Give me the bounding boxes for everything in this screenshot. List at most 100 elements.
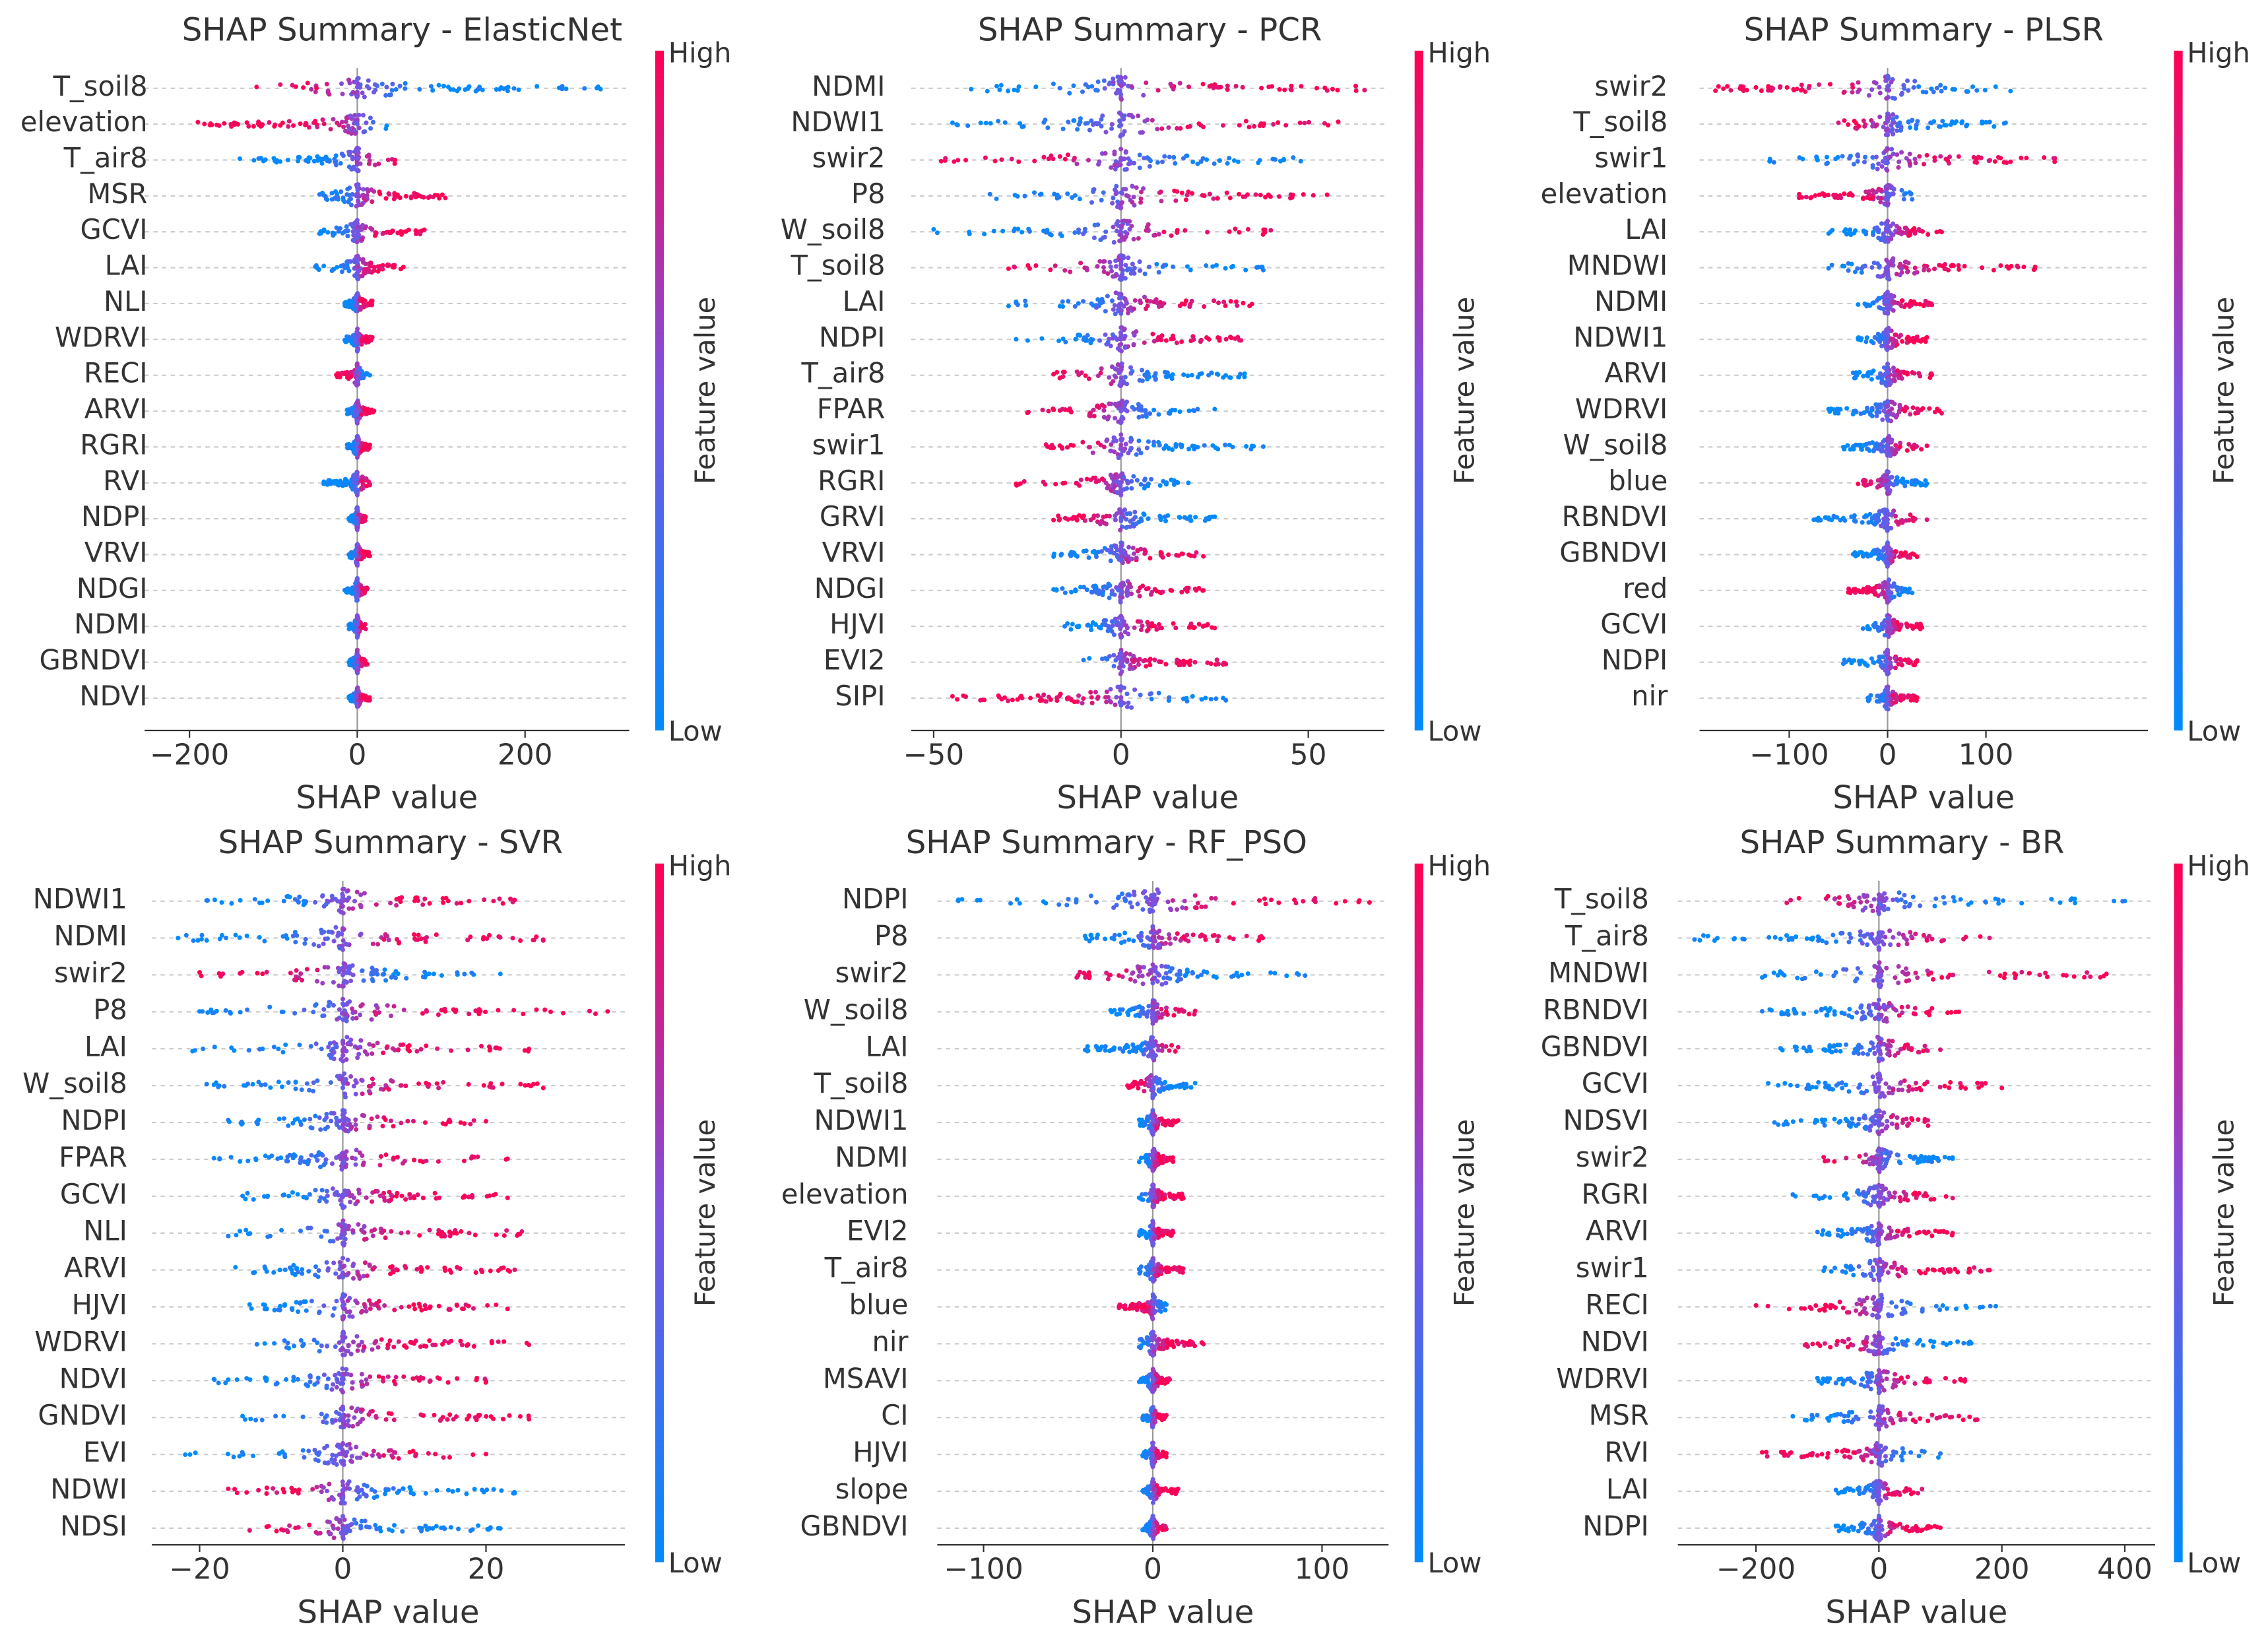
- shap-point: [1846, 192, 1852, 197]
- shap-point: [351, 552, 356, 558]
- shap-point: [445, 84, 451, 90]
- shap-point: [938, 158, 944, 164]
- shap-point: [344, 589, 349, 595]
- shap-point: [1112, 592, 1117, 597]
- shap-point: [1122, 75, 1128, 80]
- shap-point: [1885, 696, 1891, 701]
- shap-point: [1856, 154, 1861, 159]
- shap-point: [1311, 193, 1316, 198]
- shap-point: [956, 158, 961, 163]
- shap-point: [505, 88, 510, 94]
- shap-point: [364, 337, 369, 342]
- shap-point: [1211, 196, 1216, 201]
- shap-point: [1098, 370, 1103, 375]
- shap-point: [1899, 187, 1904, 193]
- shap-point: [1135, 619, 1140, 624]
- shap-point: [1152, 657, 1157, 663]
- shap-point: [1051, 551, 1057, 556]
- feature-label: GBNDVI: [40, 644, 148, 676]
- shap-point: [1124, 651, 1129, 656]
- shap-point: [1047, 231, 1052, 236]
- shap-point: [354, 121, 360, 127]
- shap-point: [1917, 154, 1922, 159]
- shap-point: [1848, 232, 1854, 238]
- shap-point: [1198, 337, 1204, 342]
- shap-point: [1089, 628, 1094, 633]
- shap-point: [344, 224, 349, 229]
- shap-point: [1912, 552, 1917, 557]
- shap-point: [1054, 588, 1059, 593]
- shap-point: [1117, 342, 1122, 348]
- shap-point: [1898, 658, 1904, 663]
- shap-point: [1924, 443, 1929, 449]
- shap-point: [1057, 375, 1062, 381]
- shap-point: [1117, 507, 1122, 512]
- shap-point: [1082, 518, 1087, 523]
- shap-point: [356, 199, 361, 205]
- shap-point: [978, 120, 983, 125]
- shap-point: [1938, 82, 1943, 88]
- shap-point: [473, 88, 478, 94]
- shap-point: [356, 183, 361, 189]
- shap-point: [1883, 650, 1888, 655]
- shap-point: [358, 306, 363, 311]
- shap-point: [1852, 513, 1857, 518]
- shap-point: [1855, 89, 1860, 94]
- shap-point: [323, 156, 328, 161]
- shap-point: [1259, 85, 1264, 90]
- shap-point: [1202, 443, 1207, 448]
- shap-point: [321, 227, 327, 232]
- shap-point: [360, 657, 365, 662]
- shap-point: [1875, 274, 1881, 279]
- shap-point: [1033, 263, 1039, 269]
- shap-point: [1863, 339, 1869, 344]
- shap-point: [934, 230, 940, 236]
- shap-point: [1124, 626, 1130, 631]
- shap-point: [413, 228, 418, 233]
- shap-point: [321, 193, 327, 198]
- shap-point: [1186, 84, 1192, 90]
- shap-point: [334, 225, 339, 230]
- shap-point: [362, 129, 368, 134]
- shap-point: [1221, 695, 1226, 701]
- shap-point: [1236, 375, 1241, 380]
- shap-point: [356, 370, 362, 375]
- shap-point: [1111, 274, 1116, 279]
- shap-point: [2042, 155, 2047, 160]
- shap-point: [377, 189, 382, 195]
- shap-point: [1006, 698, 1011, 703]
- shap-point: [1886, 690, 1891, 695]
- shap-point: [1072, 118, 1077, 123]
- shap-point: [1192, 586, 1198, 591]
- shap-point: [1117, 238, 1122, 243]
- shap-point: [1887, 626, 1892, 631]
- shap-point: [354, 362, 360, 368]
- shap-point: [1189, 372, 1194, 377]
- shap-point: [354, 616, 360, 622]
- shap-point: [1140, 624, 1145, 629]
- shap-point: [1158, 517, 1163, 523]
- shap-point: [360, 296, 365, 302]
- shap-point: [994, 196, 999, 201]
- shap-point: [1104, 689, 1109, 695]
- x-tick-label: −50: [903, 738, 965, 771]
- shap-point: [1215, 372, 1221, 377]
- shap-point: [1877, 84, 1882, 90]
- shap-point: [1132, 298, 1138, 303]
- shap-point: [1128, 519, 1133, 524]
- shap-point: [426, 195, 431, 201]
- shap-point: [1175, 189, 1180, 194]
- shap-point: [1159, 126, 1165, 131]
- shap-point: [1175, 480, 1181, 486]
- shap-point: [1078, 119, 1083, 125]
- shap-point: [1858, 337, 1863, 342]
- shap-point: [1120, 436, 1125, 441]
- shap-point: [372, 82, 377, 87]
- shap-point: [931, 226, 936, 232]
- shap-point: [309, 86, 314, 92]
- shap-point: [354, 366, 360, 372]
- shap-point: [1085, 333, 1090, 338]
- shap-point: [1157, 626, 1162, 631]
- shap-point: [1099, 657, 1105, 662]
- shap-point: [355, 187, 360, 193]
